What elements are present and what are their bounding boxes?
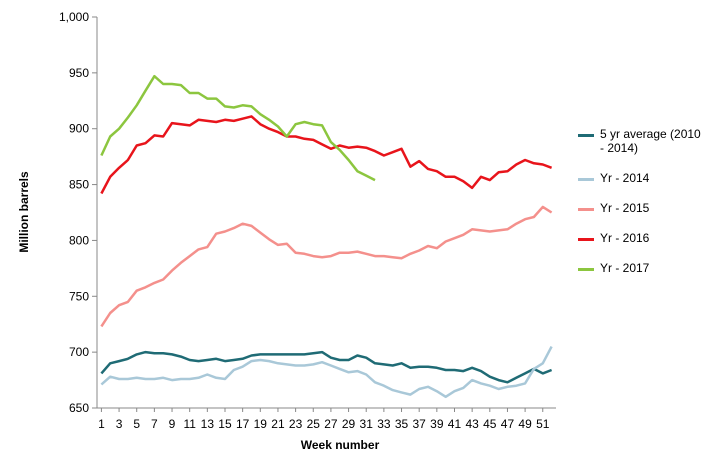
x-tick-label: 13 [201, 417, 215, 431]
x-tick-label: 7 [151, 417, 158, 431]
legend-label: 5 yr average (2010 - 2014) [600, 127, 701, 155]
series-line [100, 350, 553, 384]
series-line [100, 346, 553, 399]
legend-swatch [578, 208, 594, 211]
x-tick-label: 27 [324, 417, 338, 431]
y-axis-title: Million barrels [17, 171, 31, 253]
x-tick-label: 47 [501, 417, 515, 431]
x-axis-title: Week number [301, 438, 380, 452]
legend-item: 5 yr average (2010 - 2014) [578, 127, 703, 155]
x-tick-label: 45 [483, 417, 497, 431]
series-line [100, 115, 553, 195]
y-tick-label: 1,000 [59, 10, 89, 24]
legend-label: Yr - 2015 [600, 201, 650, 215]
y-tick-label: 900 [69, 122, 89, 136]
legend-label: Yr - 2014 [600, 171, 650, 185]
y-tick-label: 700 [69, 345, 89, 359]
x-tick-label: 33 [377, 417, 391, 431]
legend-label: Yr - 2016 [600, 231, 650, 245]
legend-swatch [578, 268, 594, 271]
x-tick-label: 25 [307, 417, 321, 431]
legend: 5 yr average (2010 - 2014) Yr - 2014 Yr - … [578, 127, 703, 291]
x-tick-label: 39 [430, 417, 444, 431]
x-tick-label: 31 [360, 417, 374, 431]
legend-item: Yr - 2014 [578, 171, 703, 185]
x-tick-label: 19 [254, 417, 268, 431]
legend-item: Yr - 2015 [578, 201, 703, 215]
y-tick-label: 650 [69, 401, 89, 415]
legend-swatch [578, 178, 594, 181]
x-tick-label: 1 [98, 417, 105, 431]
x-tick-label: 29 [342, 417, 356, 431]
x-tick-label: 21 [271, 417, 285, 431]
x-tick-label: 5 [133, 417, 140, 431]
x-tick-label: 11 [183, 417, 196, 431]
x-tick-label: 49 [518, 417, 532, 431]
y-tick-label: 950 [69, 66, 89, 80]
legend-swatch [578, 238, 594, 241]
y-tick-label: 750 [69, 289, 89, 303]
x-tick-label: 3 [116, 417, 123, 431]
x-tick-label: 23 [289, 417, 303, 431]
legend-item: Yr - 2016 [578, 231, 703, 245]
x-tick-label: 9 [169, 417, 176, 431]
legend-label: Yr - 2017 [600, 261, 650, 275]
series-line [100, 205, 553, 328]
x-tick-label: 41 [448, 417, 462, 431]
legend-swatch [578, 134, 594, 137]
series-line [100, 74, 376, 182]
legend-item: Yr - 2017 [578, 261, 703, 275]
x-tick-label: 17 [236, 417, 250, 431]
y-tick-label: 800 [69, 233, 89, 247]
x-tick-label: 43 [465, 417, 479, 431]
x-tick-label: 15 [218, 417, 232, 431]
x-tick-label: 35 [395, 417, 409, 431]
y-tick-label: 850 [69, 178, 89, 192]
x-tick-label: 51 [536, 417, 550, 431]
x-tick-label: 37 [413, 417, 427, 431]
